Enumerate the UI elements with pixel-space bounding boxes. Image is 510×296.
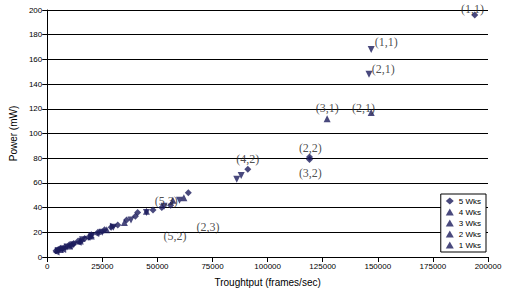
svg-text:(1,1): (1,1): [375, 35, 398, 49]
svg-text:(2,3): (2,3): [197, 220, 220, 234]
svg-text:100000: 100000: [254, 262, 281, 271]
svg-text:2 Wks: 2 Wks: [459, 230, 481, 239]
svg-text:(5,2): (5,2): [164, 229, 187, 243]
svg-text:20: 20: [33, 228, 42, 237]
svg-text:(5,3): (5,3): [155, 194, 178, 208]
svg-text:5 Wks: 5 Wks: [459, 197, 481, 206]
svg-text:1 Wks: 1 Wks: [459, 241, 481, 250]
svg-text:175000: 175000: [420, 262, 447, 271]
svg-text:40: 40: [33, 203, 42, 212]
svg-text:Power (mW): Power (mW): [8, 106, 19, 162]
svg-text:0: 0: [38, 253, 43, 262]
svg-text:(3,1): (3,1): [316, 101, 339, 115]
svg-text:25000: 25000: [91, 262, 114, 271]
svg-text:200000: 200000: [475, 262, 502, 271]
svg-text:150000: 150000: [364, 262, 391, 271]
svg-text:3 Wks: 3 Wks: [459, 219, 481, 228]
svg-text:0: 0: [45, 262, 50, 271]
svg-text:(4,2): (4,2): [236, 152, 259, 166]
svg-text:(2,2): (2,2): [299, 141, 322, 155]
svg-text:(3,2): (3,2): [299, 166, 322, 180]
svg-text:100: 100: [29, 129, 43, 138]
svg-text:200: 200: [29, 6, 43, 15]
svg-text:120: 120: [29, 104, 43, 113]
svg-text:125000: 125000: [309, 262, 336, 271]
svg-text:50000: 50000: [146, 262, 169, 271]
svg-text:4 Wks: 4 Wks: [459, 208, 481, 217]
svg-text:(2,1): (2,1): [372, 62, 395, 76]
svg-text:80: 80: [33, 154, 42, 163]
svg-text:75000: 75000: [201, 262, 224, 271]
svg-text:180: 180: [29, 30, 43, 39]
svg-text:160: 160: [29, 55, 43, 64]
svg-text:(1,1): (1,1): [461, 2, 484, 16]
svg-text:140: 140: [29, 80, 43, 89]
svg-text:(2,1): (2,1): [352, 101, 375, 115]
svg-text:60: 60: [33, 178, 42, 187]
svg-text:Troughtput (frames/sec): Troughtput (frames/sec): [214, 277, 320, 288]
